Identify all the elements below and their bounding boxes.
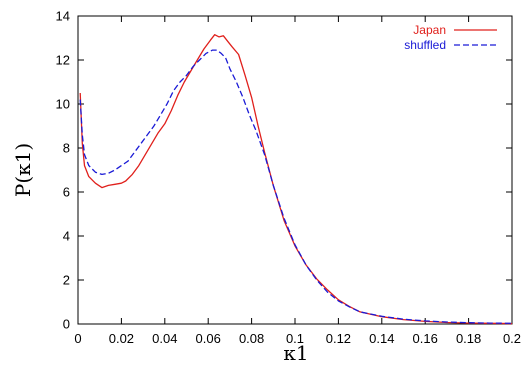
x-axis: 0 0.02 0.04 0.06 0.08 0.1 0.12 0.14 0.16 0.18 0.2 xyxy=(74,16,521,346)
x-tick-label: 0.14 xyxy=(369,331,394,346)
y-axis-label: P(κ1) xyxy=(11,143,35,197)
x-tick-label: 0.02 xyxy=(109,331,134,346)
series-line-Japan xyxy=(79,34,513,325)
plot-area xyxy=(77,15,513,325)
legend-label: shuffled xyxy=(404,38,446,52)
y-tick-label: 4 xyxy=(63,229,70,244)
series-line-shuffled xyxy=(79,49,513,324)
x-tick-label: 0.18 xyxy=(456,331,481,346)
x-tick-label: 0.06 xyxy=(196,331,221,346)
x-tick-label: 0.04 xyxy=(152,331,177,346)
x-tick-label: 0.1 xyxy=(286,331,304,346)
plot-frame xyxy=(77,15,513,325)
series-layer xyxy=(79,34,513,325)
x-tick-label: 0.2 xyxy=(503,331,521,346)
y-tick-label: 0 xyxy=(63,317,70,332)
x-tick-label: 0.08 xyxy=(239,331,264,346)
y-axis: 0 2 4 6 8 10 12 14 xyxy=(56,9,512,332)
x-tick-label: 0.12 xyxy=(326,331,351,346)
y-tick-label: 6 xyxy=(63,185,70,200)
x-tick-label: 0.16 xyxy=(413,331,438,346)
y-tick-label: 2 xyxy=(63,273,70,288)
y-tick-label: 12 xyxy=(56,53,70,68)
y-tick-label: 14 xyxy=(56,9,70,24)
y-tick-label: 8 xyxy=(63,141,70,156)
x-tick-label: 0 xyxy=(74,331,81,346)
legend-label: Japan xyxy=(413,23,446,37)
y-tick-label: 10 xyxy=(56,97,70,112)
x-axis-label: κ1 xyxy=(283,341,308,365)
